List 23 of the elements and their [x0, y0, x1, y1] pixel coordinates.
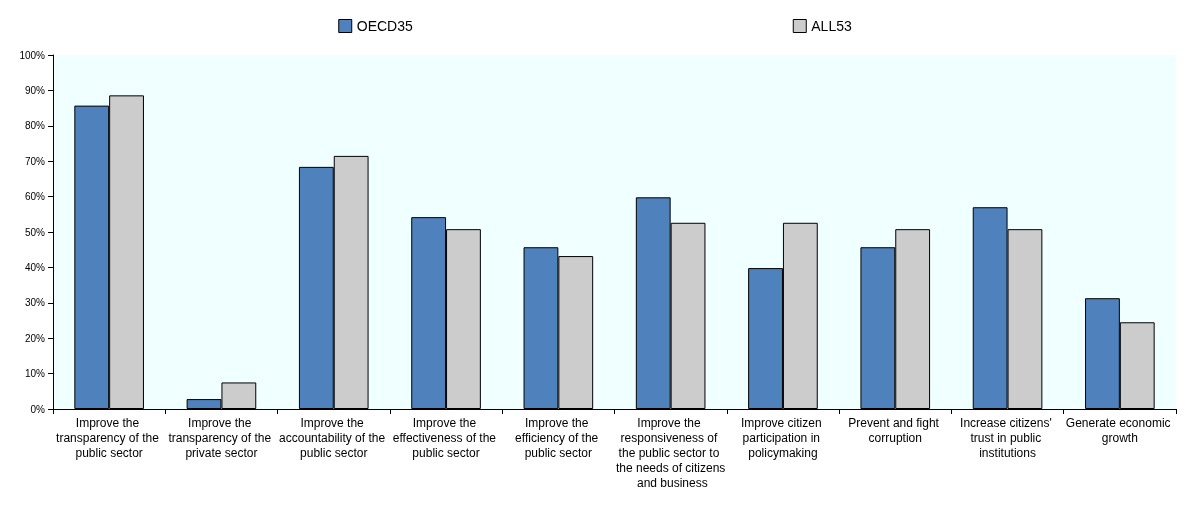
x-tick-label: Improve the transparency of the public sector: [56, 415, 163, 460]
y-tick-label: 70%: [24, 155, 46, 167]
x-tick-label: Improve the responsiveness of the public sector to the needs of citizens and business: [615, 415, 726, 490]
y-tick-label: 10%: [24, 368, 46, 380]
x-tick-label: Improve the efficiency of the public sector: [515, 415, 602, 460]
y-tick-label: 80%: [24, 120, 46, 132]
y-tick-label: 90%: [24, 84, 46, 96]
x-tick-label: Generate economic growth: [1065, 415, 1174, 445]
y-tick-label: 60%: [24, 191, 46, 203]
y-tick-label: 40%: [24, 261, 46, 273]
y-tick-label: 20%: [24, 332, 46, 344]
y-tick-label: 30%: [24, 297, 46, 309]
legend-label: ALL53: [811, 18, 852, 34]
x-tick-label: Improve the effectiveness of the public sector: [392, 415, 500, 460]
x-tick-label: Prevent and fight corruption: [848, 415, 943, 445]
x-tick-label: Increase citizens' trust in public institutions: [960, 415, 1056, 460]
x-tick-label: Improve the transparency of the private sector: [168, 415, 275, 460]
y-tick-label: 100%: [19, 49, 46, 61]
y-tick-label: 50%: [24, 226, 46, 238]
x-tick-label: Improve citizen participation in policymaking: [740, 415, 825, 460]
legend-label: OECD35: [356, 18, 413, 34]
x-tick-label: Improve the accountability of the public sector: [279, 415, 389, 460]
y-tick-label: 0%: [30, 403, 46, 415]
